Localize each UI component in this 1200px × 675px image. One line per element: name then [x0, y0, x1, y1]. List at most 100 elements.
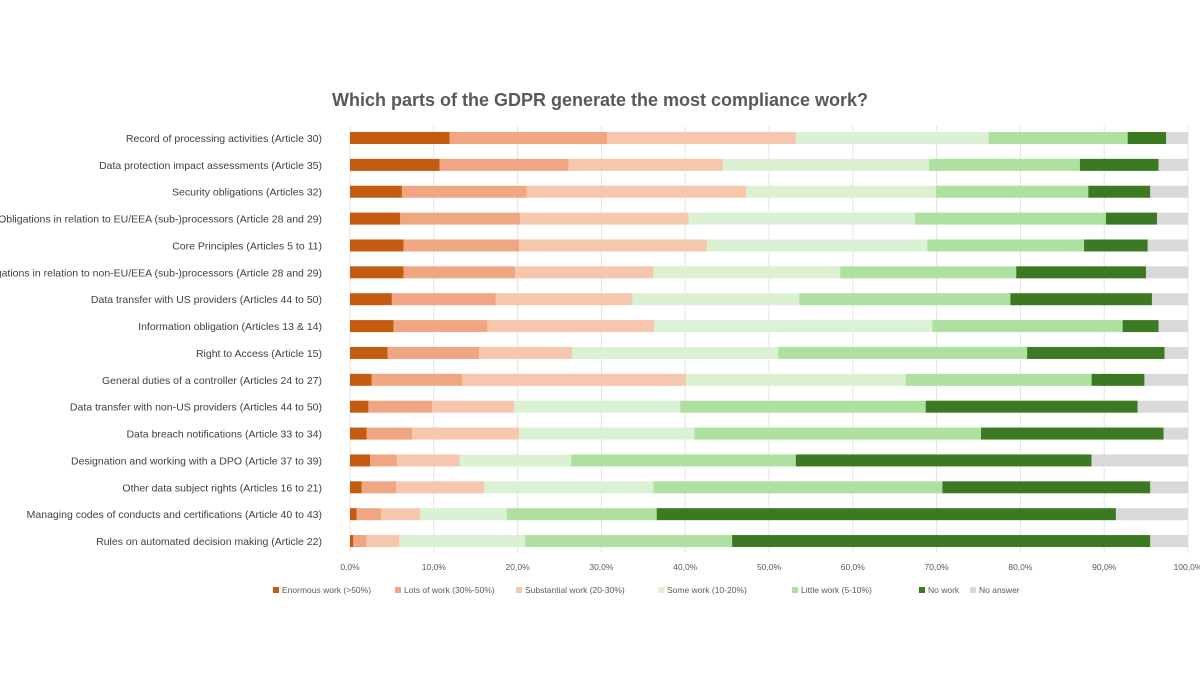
bar-segment: [387, 346, 480, 359]
bar-segment: [366, 535, 400, 548]
bar-segment: [1122, 320, 1159, 333]
bar-segment: [393, 320, 488, 333]
legend-label: Some work (10-20%): [667, 585, 747, 595]
bar-segment: [1016, 266, 1147, 279]
x-tick-label: 10,0%: [422, 562, 447, 572]
bar-segment: [356, 508, 382, 521]
bar-segment: [479, 346, 573, 359]
category-label: General duties of a controller (Articles…: [102, 375, 322, 387]
bar-segment: [350, 427, 367, 440]
bar-segment: [688, 212, 915, 225]
bar-segment: [914, 212, 1106, 225]
bar-segment: [519, 427, 695, 440]
bar-segment: [1147, 239, 1188, 252]
bar-segment: [686, 373, 906, 386]
bar-segment: [439, 158, 569, 171]
bar-segment: [520, 212, 689, 225]
bar-segment: [654, 320, 933, 333]
bar-segment: [350, 212, 401, 225]
bar-segment: [487, 320, 655, 333]
bar-segment: [1158, 158, 1188, 171]
bar-segment: [403, 266, 516, 279]
bar-segment: [1156, 212, 1188, 225]
bar-segment: [449, 132, 608, 144]
bar-segment: [515, 266, 654, 279]
bar-segment: [353, 535, 367, 548]
bar-segment: [350, 508, 357, 521]
bar-segment: [391, 293, 496, 306]
bar-segment: [1158, 320, 1188, 333]
legend-label: No work: [928, 585, 960, 595]
bar-segment: [981, 427, 1164, 440]
category-label: Data transfer with US providers (Article…: [91, 294, 322, 306]
bar-segment: [506, 508, 657, 521]
bar-segment: [935, 185, 1089, 198]
bar-segment: [680, 400, 926, 413]
bar-segment: [1144, 373, 1188, 386]
bar-segment: [401, 185, 527, 198]
bar-segment: [1088, 185, 1151, 198]
x-tick-label: 40,0%: [673, 562, 698, 572]
bar-segment: [396, 454, 460, 467]
bar-segment: [929, 158, 1080, 171]
bar-segment: [1027, 346, 1165, 359]
bar-segment: [988, 132, 1128, 144]
x-tick-label: 70,0%: [925, 562, 950, 572]
category-label: Data transfer with non-US providers (Art…: [70, 402, 322, 414]
bar-segment: [927, 239, 1085, 252]
category-label: Managing codes of conducts and certifica…: [27, 509, 322, 521]
bar-segment: [403, 239, 520, 252]
legend-swatch: [919, 587, 925, 593]
category-label: Right to Access (Article 15): [196, 348, 322, 360]
bar-segment: [568, 158, 723, 171]
bar-segment: [1150, 481, 1188, 494]
bar-segment: [350, 239, 404, 252]
x-tick-label: 60,0%: [841, 562, 866, 572]
bar-segment: [1084, 239, 1148, 252]
bar-segment: [526, 185, 747, 198]
category-labels: Record of processing activities (Article…: [0, 133, 322, 548]
legend-swatch: [273, 587, 279, 593]
bar-segment: [932, 320, 1123, 333]
category-label: Data protection impact assessments (Arti…: [99, 160, 322, 172]
legend-swatch: [792, 587, 798, 593]
legend-label: Lots of work (30%-50%): [404, 585, 495, 595]
bar-segment: [1091, 454, 1188, 467]
chart-title: Which parts of the GDPR generate the mos…: [332, 90, 868, 110]
bar-segment: [350, 454, 371, 467]
bar-segment: [350, 481, 362, 494]
bar-segment: [925, 400, 1138, 413]
bar-segment: [432, 400, 515, 413]
bar-segment: [1164, 346, 1188, 359]
bar-segment: [399, 535, 526, 548]
legend-swatch: [516, 587, 522, 593]
bar-segment: [795, 132, 989, 144]
bar-segment: [1166, 132, 1188, 144]
bar-segment: [1150, 185, 1188, 198]
bar-segment: [1079, 158, 1159, 171]
category-label: Security obligations (Articles 32): [172, 187, 322, 199]
bar-segment: [366, 427, 413, 440]
bar-segment: [495, 293, 633, 306]
bar-segment: [653, 481, 943, 494]
bar-segment: [368, 400, 433, 413]
bar-segment: [572, 346, 779, 359]
bar-segment: [632, 293, 800, 306]
bar-segment: [361, 481, 397, 494]
bar-segment: [484, 481, 654, 494]
category-label: Data breach notifications (Article 33 to…: [126, 429, 322, 441]
bar-segment: [1010, 293, 1152, 306]
bar-segment: [571, 454, 796, 467]
bar-segment: [412, 427, 520, 440]
bar-segment: [381, 508, 421, 521]
category-label: Obligations in relation to EU/EEA (sub-)…: [0, 214, 322, 226]
bar-segment: [778, 346, 1028, 359]
bar-segment: [1137, 400, 1188, 413]
bar-segment: [396, 481, 485, 494]
bar-segment: [746, 185, 936, 198]
bar-segment: [905, 373, 1092, 386]
bar-segment: [722, 158, 930, 171]
bar-segment: [732, 535, 1151, 548]
x-tick-label: 0,0%: [340, 562, 360, 572]
bar-segment: [400, 212, 521, 225]
